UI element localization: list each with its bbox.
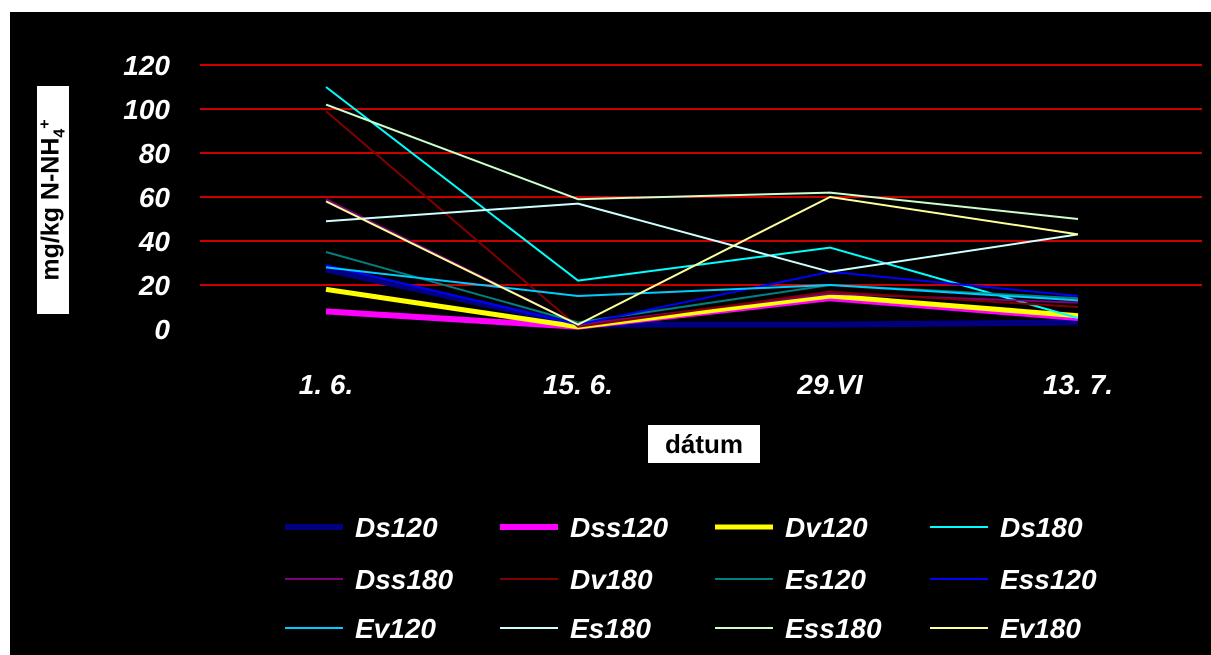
- x-tick-label: 29.VI: [796, 369, 864, 400]
- legend-item-es120: Es120: [715, 564, 866, 595]
- legend-item-dss120: Dss120: [500, 512, 669, 543]
- legend-item-dv180: Dv180: [500, 564, 653, 595]
- x-tick-label: 1. 6.: [299, 369, 353, 400]
- x-axis-label: dátum: [665, 428, 743, 459]
- legend-label: Dss120: [570, 512, 669, 543]
- series-line-ds180: [325, 86, 1079, 319]
- legend-label: Dv180: [570, 564, 653, 595]
- legend-label: Dv120: [785, 512, 868, 543]
- y-tick-label: 20: [138, 270, 171, 301]
- series-line-dv120: [325, 286, 1079, 330]
- legend-label: Dss180: [355, 564, 454, 595]
- series-lines: [325, 86, 1079, 330]
- legend-item-ev180: Ev180: [930, 613, 1081, 644]
- y-axis-label-prefix: mg/kg N-NH: [36, 137, 65, 281]
- y-tick-label: 80: [139, 138, 171, 169]
- legend: Ds120 Dss120 Dv120 Ds180 Dss180 Dv180 Es120 Ess…: [285, 512, 1097, 644]
- series-line-ess180: [325, 103, 1079, 220]
- series-line-ev120: [325, 266, 1079, 302]
- x-tick-labels: 1. 6. 15. 6. 29.VI 13. 7.: [299, 369, 1113, 400]
- legend-label: Ds180: [1000, 512, 1083, 543]
- x-tick-label: 13. 7.: [1043, 369, 1113, 400]
- x-axis-label-box: dátum: [648, 425, 760, 463]
- legend-label: Es120: [785, 564, 866, 595]
- y-tick-label: 40: [138, 226, 171, 257]
- legend-item-dss180: Dss180: [285, 564, 454, 595]
- y-tick-label: 60: [139, 182, 171, 213]
- legend-item-dv120: Dv120: [715, 512, 868, 543]
- legend-item-ess180: Ess180: [715, 613, 882, 644]
- grid-lines: [200, 64, 1202, 286]
- y-tick-labels: 0 20 40 60 80 100 120: [123, 50, 170, 345]
- y-axis-label: mg/kg N-NH4+: [36, 119, 69, 280]
- legend-label: Es180: [570, 613, 651, 644]
- legend-item-ds180: Ds180: [930, 512, 1083, 543]
- series-line-es180: [325, 202, 1079, 273]
- legend-label: Ess120: [1000, 564, 1097, 595]
- x-tick-label: 15. 6.: [543, 369, 613, 400]
- y-axis-label-subscript: 4: [51, 128, 69, 138]
- y-axis-label-box: [37, 86, 69, 314]
- legend-label: Ess180: [785, 613, 882, 644]
- series-line-dv180: [325, 110, 1079, 328]
- chart-background: [10, 12, 1211, 655]
- legend-item-ds120: Ds120: [285, 512, 438, 543]
- legend-label: Ds120: [355, 512, 438, 543]
- legend-item-es180: Es180: [500, 613, 651, 644]
- legend-item-ess120: Ess120: [930, 564, 1097, 595]
- y-tick-label: 100: [123, 94, 170, 125]
- series-line-ev180: [325, 196, 1079, 326]
- series-line-es120: [325, 251, 1079, 324]
- legend-label: Ev120: [355, 613, 436, 644]
- y-axis-label-superscript: +: [36, 119, 54, 129]
- series-line-ds120: [325, 266, 1079, 328]
- legend-label: Ev180: [1000, 613, 1081, 644]
- y-tick-label: 120: [123, 50, 170, 81]
- series-line-ess120: [325, 264, 1079, 326]
- y-tick-label: 0: [154, 314, 170, 345]
- legend-item-ev120: Ev120: [285, 613, 436, 644]
